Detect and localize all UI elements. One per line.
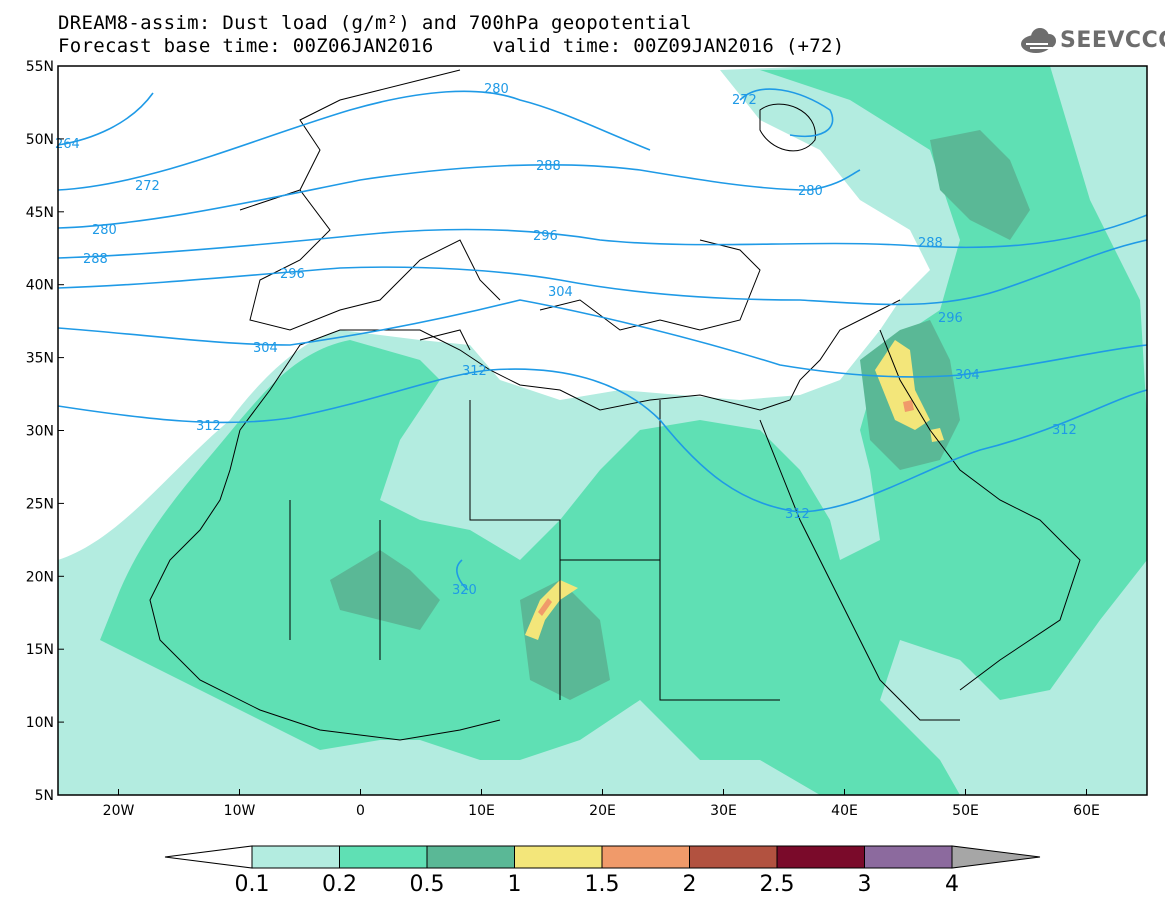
map-title: DREAM8-assim: Dust load (g/m²) and 700hP… [58,12,692,34]
colorbar-label: 1.5 [585,872,620,897]
colorbar: 0.1 0.2 0.5 1 1.5 2 2.5 3 4 [164,845,1041,897]
lat-tick-label: 15N [26,642,54,658]
contour-label: 320 [452,583,477,598]
colorbar-swatch [689,845,778,869]
lat-tick-label: 25N [26,496,54,512]
lat-tick-label: 20N [26,569,54,585]
contour-label: 264 [55,137,80,152]
lat-tick-label: 40N [26,278,54,294]
contour-label: 288 [918,236,943,251]
contour-line [739,88,834,137]
contour-label: 312 [1052,423,1077,438]
contour-line [58,368,1147,513]
colorbar-label: 2 [683,872,697,897]
contour-label: 296 [938,311,963,326]
dust-area-dense [330,550,440,630]
colorbar-label: 3 [858,872,872,897]
colorbar-swatch [251,845,340,869]
lat-tick-label: 10N [26,715,54,731]
contour-line [58,299,1147,378]
lon-tick-label: 30E [710,803,737,819]
lon-tick-label: 60E [1073,803,1100,819]
geopotential-contours [58,88,1147,591]
colorbar-swatch [426,845,515,869]
colorbar-under-arrow [164,845,253,869]
lat-tick-label: 50N [26,132,54,148]
map-subtitle: Forecast base time: 00Z06JAN2016 valid t… [58,35,845,57]
contour-label: 280 [798,184,823,199]
colorbar-swatch [601,845,690,869]
lon-tick-label: 50E [952,803,979,819]
contour-line [456,559,469,591]
lon-tick-label: 0 [356,803,365,819]
longitude-axis: 20W 10W 0 10E 20E 30E 40E 50E 60E [103,789,1100,819]
contour-label: 272 [135,179,160,194]
contour-label: 272 [732,93,757,108]
colorbar-swatch [339,845,428,869]
contour-line [58,239,1147,306]
contour-label: 304 [955,368,980,383]
lat-tick-label: 35N [26,351,54,367]
contour-line [58,214,1147,259]
lat-tick-label: 5N [35,788,54,804]
contour-label: 288 [83,252,108,267]
colorbar-swatch [864,845,953,869]
cloud-icon [1021,28,1056,53]
colorbar-over-arrow [951,845,1041,869]
colorbar-label: 1 [508,872,522,897]
lon-tick-label: 20E [589,803,616,819]
contour-label: 296 [280,267,305,282]
colorbar-swatch [514,845,603,869]
contour-label: 288 [536,159,561,174]
seevccc-logo: SEEVCCC [1060,28,1165,53]
colorbar-swatch [776,845,865,869]
contour-line [58,92,154,146]
contour-label: 304 [548,285,573,300]
dust-area-high [930,428,944,442]
lon-tick-label: 40E [831,803,858,819]
lon-tick-label: 10W [224,803,256,819]
dust-area-dense [930,130,1030,240]
lat-tick-label: 45N [26,205,54,221]
colorbar-label: 0.2 [322,872,357,897]
lat-tick-label: 55N [26,59,54,75]
lon-tick-label: 10E [468,803,495,819]
contour-label: 280 [484,82,509,97]
contour-line [58,163,861,229]
contour-label: 296 [533,229,558,244]
contour-line [58,90,651,191]
colorbar-label: 0.1 [235,872,270,897]
colorbar-label: 4 [945,872,959,897]
lat-tick-label: 30N [26,424,54,440]
contour-label: 280 [92,223,117,238]
colorbar-label: 2.5 [760,872,795,897]
contour-labels: 264 272 280 288 296 304 312 272 280 288 … [55,82,1077,598]
contour-label: 312 [196,419,221,434]
contour-label: 312 [785,507,810,522]
dust-area-very-high [538,598,552,616]
dust-field [58,66,1147,795]
coastlines [149,69,1081,741]
lon-tick-label: 20W [103,803,135,819]
dust-area-high [525,580,578,640]
contour-label: 312 [462,364,487,379]
contour-label: 304 [253,341,278,356]
dust-area-very-high [903,400,914,412]
colorbar-label: 0.5 [410,872,445,897]
latitude-axis: 55N 50N 45N 40N 35N 30N 25N 20N 15N 10N 5N [26,59,64,804]
